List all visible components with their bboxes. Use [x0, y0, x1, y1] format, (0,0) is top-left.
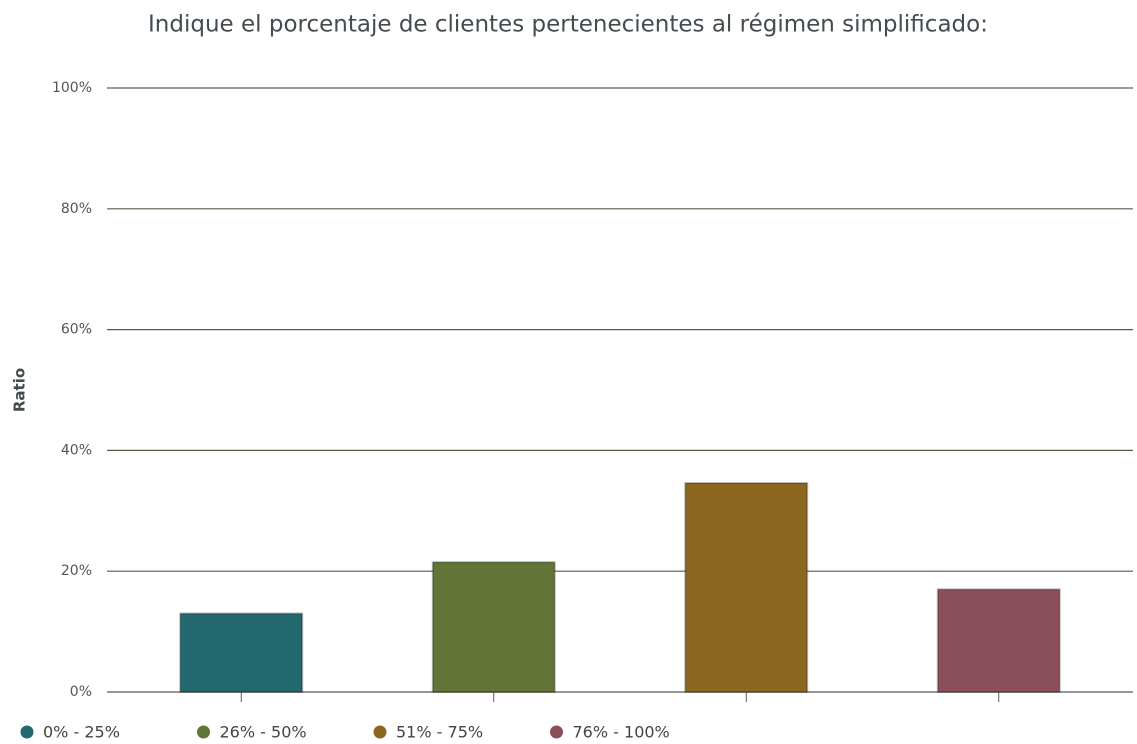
bar	[936, 588, 1061, 694]
y-tick-label: 20%	[61, 563, 92, 579]
bar	[179, 612, 304, 693]
y-tick-label: 60%	[61, 322, 92, 338]
y-tick-label: 100%	[52, 80, 92, 96]
y-tick-label: 80%	[61, 201, 92, 217]
legend-marker	[20, 725, 34, 739]
legend-marker	[550, 725, 563, 739]
legend-label: 51% - 75%	[396, 723, 483, 742]
y-axis-label: Ratio	[11, 368, 29, 412]
legend-marker	[197, 725, 210, 739]
y-tick-label: 40%	[61, 442, 92, 458]
legend-label: 26% - 50%	[220, 723, 307, 742]
y-tick-label: 0%	[70, 684, 92, 700]
chart-title: Indique el porcentaje de clientes perten…	[148, 12, 988, 38]
legend-label: 76% - 100%	[573, 723, 670, 742]
bar	[431, 561, 556, 694]
legend-marker	[373, 725, 387, 739]
bar	[684, 482, 809, 693]
legend-label: 0% - 25%	[43, 723, 120, 742]
